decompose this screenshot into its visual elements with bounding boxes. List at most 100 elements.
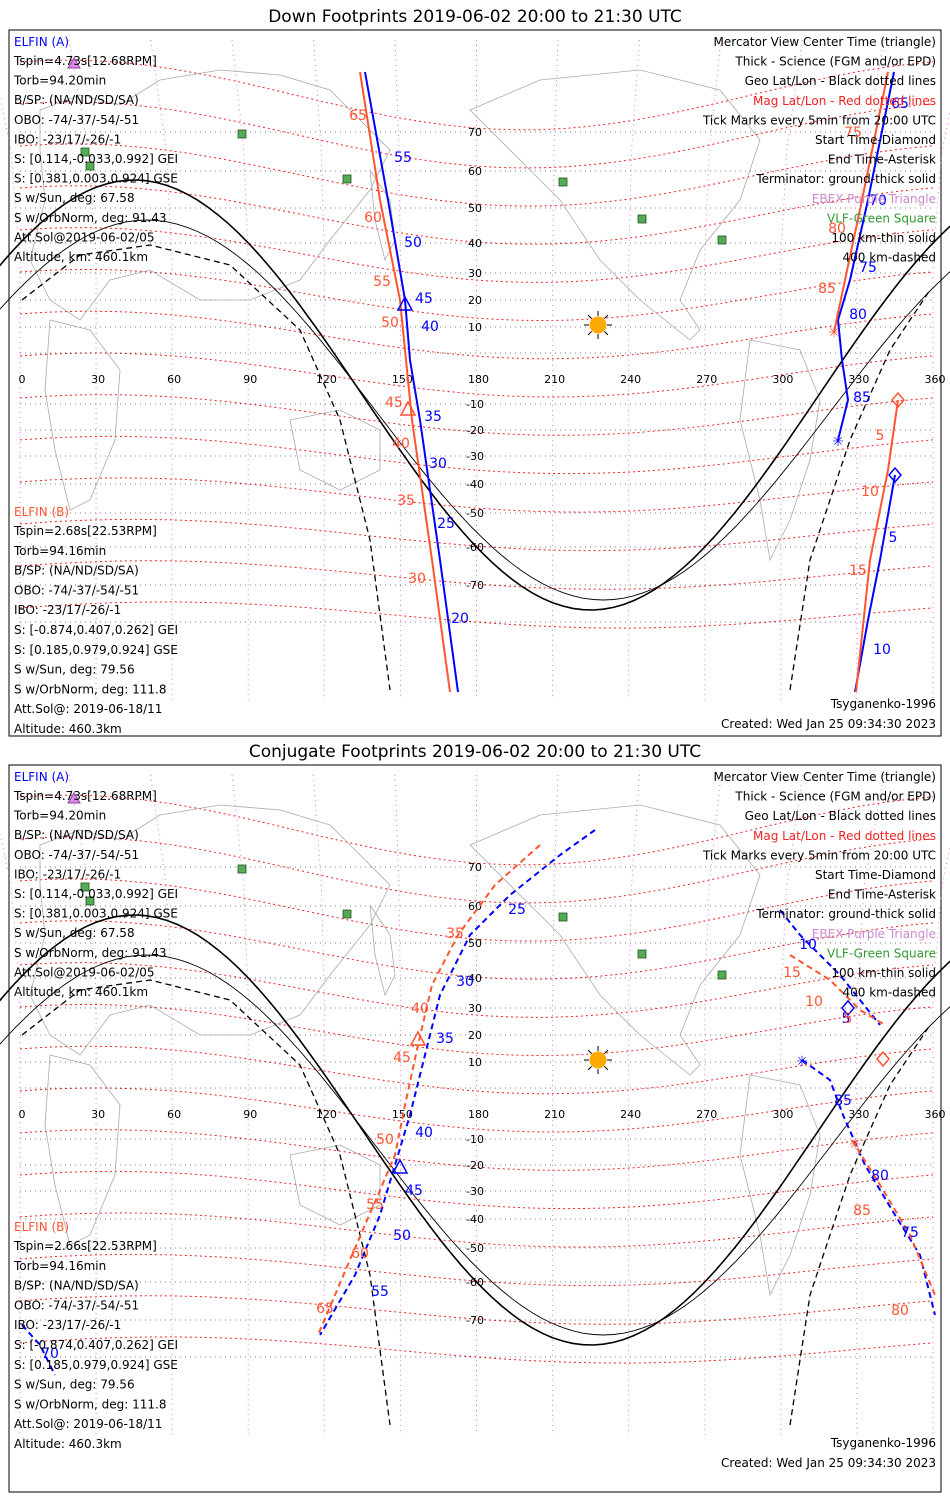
elfin-b-name: ELFIN (B) xyxy=(14,1220,69,1234)
elfin-a-name: ELFIN (A) xyxy=(14,770,69,784)
lat-tick-label: -70 xyxy=(466,579,484,592)
sun-icon xyxy=(584,311,612,339)
elfin-b-tick-label: 5 xyxy=(844,1011,853,1027)
elfin-a-info-line: B/SP: (NA/ND/SD/SA) xyxy=(14,828,139,842)
elfin-b-info-line: Att.Sol@: 2019-06-18/11 xyxy=(14,1417,162,1431)
elfin-a-info-line: Altitude, km: 460.1km xyxy=(14,250,148,264)
lat-tick-label: 70 xyxy=(468,861,482,874)
elfin-b-info-line: Torb=94.16min xyxy=(13,1259,106,1273)
elfin-a-tick-label: 50 xyxy=(404,235,422,251)
elfin-b-tick-label: 50 xyxy=(376,1132,394,1148)
lat-tick-label: -40 xyxy=(466,478,484,491)
vlf-station-marker xyxy=(80,147,90,157)
geo-meridian xyxy=(394,774,401,1435)
legend-line: Mag Lat/Lon - Red dotted lines xyxy=(753,829,936,843)
lat-tick-label: -30 xyxy=(466,1185,484,1198)
elfin-b-info-line: IBO: -23/17/-26/-1 xyxy=(14,603,121,617)
legend-line: 400 km-dashed xyxy=(842,251,936,265)
lat-tick-label: 40 xyxy=(468,972,482,985)
legend-line: Start Time-Diamond xyxy=(815,868,936,882)
elfin-b-info-line: S w/OrbNorm, deg: 111.8 xyxy=(14,682,166,696)
elfin-a-tick-label: 25 xyxy=(437,516,455,532)
coastline xyxy=(739,1074,821,1297)
lon-tick-label: 240 xyxy=(620,1108,641,1121)
elfin-b-tick-label: 15 xyxy=(849,563,867,579)
lat-tick-label: -20 xyxy=(466,1159,484,1172)
vlf-station-marker xyxy=(717,235,727,245)
center-triangle-marker xyxy=(399,400,417,416)
created-timestamp: Created: Wed Jan 25 09:34:30 2023 xyxy=(721,717,936,731)
lon-tick-label: 300 xyxy=(772,1108,793,1121)
elfin-b-tick-label: 5 xyxy=(876,428,885,444)
elfin-b-info-line: Tspin=2.68s[22.53RPM] xyxy=(13,524,157,538)
end-asterisk-marker: ✳ xyxy=(796,1054,808,1070)
elfin-b-track-south xyxy=(855,399,899,693)
geo-meridian xyxy=(394,39,401,700)
elfin-b-tick-label: 35 xyxy=(397,493,415,509)
coastline xyxy=(469,804,761,1076)
elfin-b-tick-label: 30 xyxy=(408,571,426,587)
vlf-station-marker xyxy=(85,896,95,906)
vlf-station-marker xyxy=(558,177,568,187)
legend-line: Mercator View Center Time (triangle) xyxy=(714,770,936,784)
elfin-b-tick-label: 35 xyxy=(446,926,464,942)
mag-lat-line xyxy=(19,185,934,245)
map-panel-1: Down Footprints 2019-06-02 20:00 to 21:3… xyxy=(0,7,950,737)
elfin-a-track-south xyxy=(801,1059,936,1316)
elfin-b-tick-label: 50 xyxy=(381,315,399,331)
vlf-station-marker xyxy=(80,882,90,892)
lon-tick-label: 210 xyxy=(544,1108,565,1121)
mag-lat-line xyxy=(19,143,934,207)
start-diamond-marker xyxy=(891,391,905,409)
lon-tick-label: 150 xyxy=(392,373,413,386)
elfin-b-info-line: Altitude: 460.3km xyxy=(14,1437,122,1451)
terminator-100km xyxy=(0,219,950,601)
lat-tick-label: 10 xyxy=(468,1056,482,1069)
coastline xyxy=(289,409,381,491)
elfin-b-tick-label: 65 xyxy=(316,1301,334,1317)
elfin-a-info-line: S: [0.114,-0.033,0.992] GEI xyxy=(14,152,178,166)
elfin-b-tick-label: 40 xyxy=(392,436,410,452)
lat-tick-label: 50 xyxy=(468,937,482,950)
legend-line: VLF-Green Square xyxy=(827,946,936,960)
map-panel-2: Conjugate Footprints 2019-06-02 20:00 to… xyxy=(0,742,950,1493)
lon-tick-label: 330 xyxy=(848,373,869,386)
vlf-station-marker xyxy=(342,174,352,184)
center-triangle-marker xyxy=(396,295,414,311)
elfin-b-track-east xyxy=(789,954,886,1026)
geo-meridian xyxy=(704,39,722,700)
elfin-b-info-line: OBO: -74/-37/-54/-51 xyxy=(14,1298,139,1312)
lon-tick-label: 60 xyxy=(167,373,181,386)
elfin-b-info-line: S w/OrbNorm, deg: 111.8 xyxy=(14,1397,166,1411)
elfin-a-tick-label: 10 xyxy=(799,937,817,953)
elfin-b-info-line: OBO: -74/-37/-54/-51 xyxy=(14,583,139,597)
lat-tick-label: -40 xyxy=(466,1213,484,1226)
elfin-b-track xyxy=(359,71,451,693)
geo-meridian xyxy=(780,39,803,700)
legend-line: Terminator: ground-thick solid xyxy=(755,907,936,921)
map-frame xyxy=(8,29,942,737)
elfin-b-tick-label: 60 xyxy=(351,1246,369,1262)
lat-tick-label: -10 xyxy=(466,1133,484,1146)
legend-line: Mag Lat/Lon - Red dotted lines xyxy=(753,94,936,108)
elfin-a-tick-label: 80 xyxy=(871,1168,889,1184)
legend-line: Mercator View Center Time (triangle) xyxy=(714,35,936,49)
geo-meridian xyxy=(68,774,97,1435)
coastline xyxy=(29,804,391,1056)
panel-title: Conjugate Footprints 2019-06-02 20:00 to… xyxy=(249,742,701,762)
elfin-a-tick-label: 20 xyxy=(451,611,469,627)
elfin-a-tick-label: 85 xyxy=(834,1093,852,1109)
elfin-a-info-line: S: [0.381,0.003,0.924] GSE xyxy=(14,907,178,921)
lat-tick-label: -30 xyxy=(466,450,484,463)
elfin-a-tick-label: 70 xyxy=(41,1346,59,1362)
legend-line: Geo Lat/Lon - Black dotted lines xyxy=(745,74,936,88)
lon-tick-label: 30 xyxy=(91,1108,105,1121)
elfin-b-info-line: Altitude: 460.3km xyxy=(14,722,122,736)
vlf-station-marker xyxy=(558,912,568,922)
elfin-a-info-line: B/SP: (NA/ND/SD/SA) xyxy=(14,93,139,107)
coastline xyxy=(44,1054,121,1246)
panel-title: Down Footprints 2019-06-02 20:00 to 21:3… xyxy=(268,7,682,27)
lon-tick-label: 180 xyxy=(468,373,489,386)
lat-tick-label: -50 xyxy=(466,1242,484,1255)
